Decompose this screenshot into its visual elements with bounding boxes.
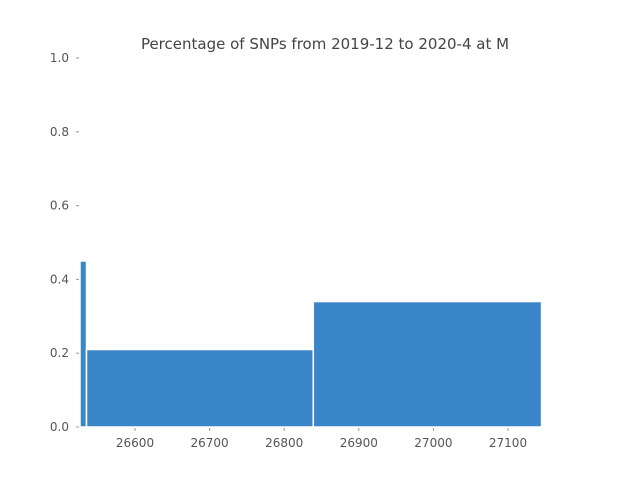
bar-0 bbox=[79, 260, 88, 428]
x-tick-label: 27100 bbox=[489, 436, 527, 450]
x-axis: 26600 26700 26800 26900 27000 27100 bbox=[116, 428, 527, 450]
y-tick-label: 0.8 bbox=[50, 125, 69, 139]
y-tick-label: 0.6 bbox=[50, 199, 69, 213]
y-axis: 0.0 0.2 0.4 0.6 0.8 1.0 bbox=[50, 51, 79, 434]
x-tick-label: 26600 bbox=[116, 436, 154, 450]
x-tick-label: 27000 bbox=[414, 436, 452, 450]
x-tick-label: 26800 bbox=[265, 436, 303, 450]
bar-1 bbox=[85, 348, 315, 428]
y-tick-label: 0.2 bbox=[50, 346, 69, 360]
y-tick-label: 0.4 bbox=[50, 272, 69, 286]
y-tick-label: 0.0 bbox=[50, 420, 69, 434]
x-tick-label: 26900 bbox=[340, 436, 378, 450]
chart-title: Percentage of SNPs from 2019-12 to 2020-… bbox=[141, 35, 509, 53]
x-tick-label: 26700 bbox=[191, 436, 229, 450]
bar-2 bbox=[312, 300, 543, 428]
bar-group bbox=[79, 260, 543, 428]
y-tick-label: 1.0 bbox=[50, 51, 69, 65]
